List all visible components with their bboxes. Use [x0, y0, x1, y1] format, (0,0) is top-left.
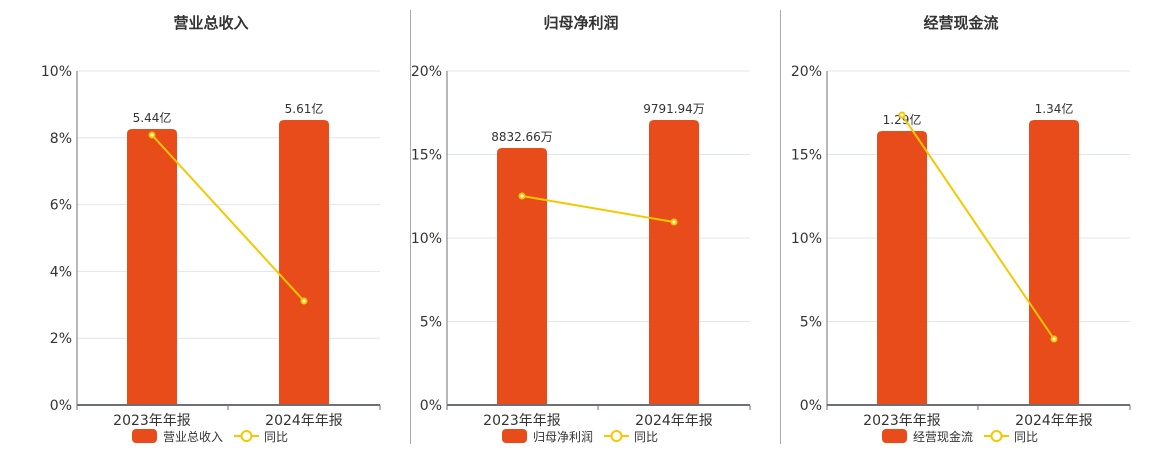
yoy-point[interactable]	[148, 131, 156, 139]
yoy-point[interactable]	[518, 192, 526, 200]
legend-line-marker	[240, 430, 253, 442]
bar[interactable]	[497, 148, 547, 405]
bar[interactable]	[1029, 120, 1079, 405]
legend-bar-swatch[interactable]	[882, 429, 907, 443]
y-tick-label: 8%	[50, 131, 72, 147]
bar-value-label: 1.29亿	[883, 112, 922, 127]
bar[interactable]	[877, 131, 927, 405]
legend-bar-label[interactable]: 经营现金流	[913, 429, 973, 444]
y-tick-label: 10%	[41, 64, 72, 80]
y-tick-label: 5%	[800, 315, 822, 331]
chart-net-profit: 0% 5% 10% 15% 20% 8832.66万 9791.94万 2023年年报 2024…	[411, 64, 751, 444]
y-tick-label: 5%	[420, 315, 442, 331]
panel-divider	[780, 10, 781, 444]
panel-divider	[410, 10, 411, 444]
chart-title: 营业总收入	[173, 14, 249, 32]
y-tick-label: 4%	[50, 264, 72, 280]
y-tick-label: 10%	[411, 231, 442, 247]
y-tick-label: 2%	[50, 331, 72, 347]
y-tick-label: 0%	[420, 398, 442, 414]
yoy-point[interactable]	[300, 297, 308, 305]
x-category-label: 2024年年报	[265, 413, 343, 429]
legend-line-label[interactable]: 同比	[1014, 430, 1038, 444]
bar-value-label: 5.61亿	[285, 101, 324, 116]
bar[interactable]	[279, 120, 329, 405]
chart-title: 经营现金流	[923, 14, 999, 32]
legend-line-marker	[990, 430, 1003, 442]
yoy-point[interactable]	[670, 218, 678, 226]
y-tick-label: 15%	[791, 148, 822, 164]
y-tick-label: 6%	[50, 198, 72, 214]
legend-bar-label[interactable]: 归母净利润	[533, 430, 593, 444]
bar-value-label: 5.44亿	[133, 110, 172, 125]
x-category-label: 2024年年报	[1015, 413, 1093, 429]
y-tick-label: 20%	[791, 64, 822, 80]
bar-value-label: 8832.66万	[491, 130, 553, 144]
chart-title: 归母净利润	[543, 14, 619, 32]
chart-panel-revenue: 营业总收入 0% 2% 4% 6% 8% 10% 5.44亿 5.61亿 2023年年报 2024…	[0, 0, 390, 450]
yoy-line	[151, 134, 305, 302]
legend-line-label[interactable]: 同比	[264, 430, 288, 444]
legend-bar-label[interactable]: 营业总收入	[163, 430, 223, 444]
legend-line-label[interactable]: 同比	[634, 430, 658, 444]
chart-panel-operating-cashflow: 经营现金流 0% 5% 10% 15% 20% 1.29亿 1.34亿 2023年年报 2024…	[750, 0, 1160, 450]
y-tick-label: 15%	[411, 148, 442, 164]
x-category-label: 2023年年报	[483, 413, 561, 429]
bar-value-label: 1.34亿	[1035, 101, 1074, 116]
y-tick-label: 0%	[800, 398, 822, 414]
chart-panel-net-profit: 归母净利润 0% 5% 10% 15% 20% 8832.66万 9791.94万 2023年…	[370, 0, 760, 450]
x-category-label: 2024年年报	[635, 413, 713, 429]
yoy-line	[901, 114, 1055, 340]
legend: 归母净利润 同比	[502, 429, 658, 444]
yoy-line	[521, 195, 675, 223]
y-tick-label: 10%	[791, 231, 822, 247]
x-category-label: 2023年年报	[863, 413, 941, 429]
legend-bar-swatch[interactable]	[132, 429, 157, 443]
legend: 经营现金流 同比	[882, 429, 1038, 444]
bar-value-label: 9791.94万	[643, 102, 705, 116]
bar[interactable]	[649, 120, 699, 405]
bar[interactable]	[127, 129, 177, 405]
legend-bar-swatch[interactable]	[502, 429, 527, 443]
yoy-point[interactable]	[1050, 335, 1058, 343]
legend: 营业总收入 同比	[132, 429, 288, 444]
y-tick-label: 20%	[411, 64, 442, 80]
x-category-label: 2023年年报	[113, 413, 191, 429]
legend-line-marker	[610, 430, 623, 442]
y-tick-label: 0%	[50, 398, 72, 414]
yoy-point[interactable]	[898, 111, 906, 119]
